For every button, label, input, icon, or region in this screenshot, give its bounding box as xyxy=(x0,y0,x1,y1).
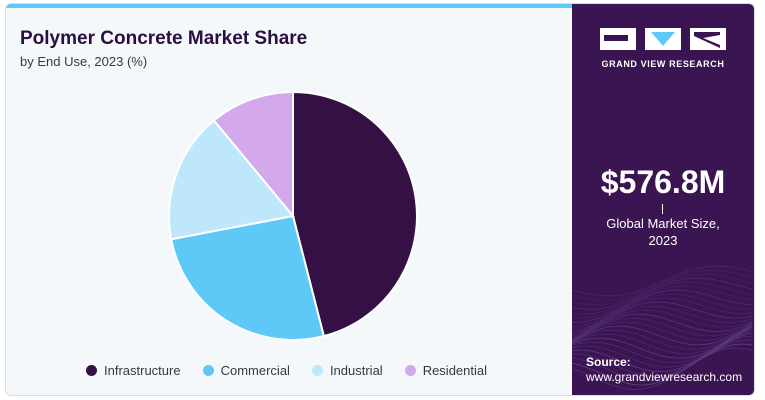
market-caption-line-2: 2023 xyxy=(648,233,678,248)
wave-line xyxy=(572,281,753,315)
wave-line xyxy=(572,321,753,342)
chart-legend: Infrastructure Commercial Industrial Reside… xyxy=(86,361,487,379)
wave-line xyxy=(572,326,753,359)
pie-slice-residential xyxy=(212,90,294,219)
brand-name: GRAND VIEW RESEARCH xyxy=(601,59,725,69)
wave-line xyxy=(572,325,753,355)
legend-label: Infrastructure xyxy=(104,362,181,378)
wave-line xyxy=(572,324,753,346)
market-size-value: $576.8M xyxy=(600,164,726,200)
source-link[interactable]: www.grandviewresearch.com xyxy=(586,370,743,384)
wave-line xyxy=(572,305,753,337)
wave-line xyxy=(572,332,753,373)
chart-subtitle: by End Use, 2023 (%) xyxy=(20,54,148,69)
pie-slice-commercial xyxy=(170,214,326,341)
grand-view-research-logo xyxy=(600,28,726,50)
divider-line xyxy=(662,204,663,214)
legend-label: Industrial xyxy=(329,362,383,378)
market-caption-line-1: Global Market Size, xyxy=(606,216,720,231)
chart-title: Polymer Concrete Market Share xyxy=(20,28,308,49)
legend-item-commercial: Commercial xyxy=(202,362,290,378)
pie-chart xyxy=(168,90,418,341)
wave-line xyxy=(572,339,752,381)
wave-line xyxy=(572,265,753,297)
wave-line xyxy=(572,343,753,386)
wave-line xyxy=(572,285,753,319)
market-size-caption: Global Market Size, 2023 xyxy=(572,215,754,249)
decorative-waves xyxy=(572,265,753,390)
wave-line xyxy=(572,309,753,339)
wave-line xyxy=(572,335,753,377)
wave-line xyxy=(572,289,753,324)
legend-item-industrial: Industrial xyxy=(311,362,383,378)
legend-label: Residential xyxy=(422,362,488,378)
legend-swatch xyxy=(202,364,214,376)
pie-slice-industrial xyxy=(168,119,295,241)
report-card: Polymer Concrete Market Share by End Use… xyxy=(5,3,755,396)
top-accent-bar xyxy=(6,4,572,8)
wave-line xyxy=(572,297,753,331)
wave-line xyxy=(572,273,753,306)
legend-item-residential: Residential xyxy=(404,362,488,378)
legend-swatch xyxy=(404,364,416,376)
wave-line xyxy=(572,325,753,350)
legend-swatch xyxy=(311,364,323,376)
source-label: Source: xyxy=(586,355,631,369)
chart-panel: Polymer Concrete Market Share by End Use… xyxy=(6,4,572,395)
legend-swatch xyxy=(86,364,97,376)
wave-line xyxy=(572,269,753,301)
legend-label: Commercial xyxy=(220,362,290,378)
wave-line xyxy=(572,277,753,310)
info-sidebar: GRAND VIEW RESEARCH $576.8M Global Marke… xyxy=(572,4,754,395)
wave-line xyxy=(572,317,753,341)
wave-line xyxy=(572,293,753,328)
pie-slice-infrastructure xyxy=(292,90,418,338)
legend-item-infrastructure: Infrastructure xyxy=(86,363,181,378)
wave-line xyxy=(572,301,753,334)
wave-line xyxy=(572,313,753,340)
wave-line xyxy=(572,347,753,390)
